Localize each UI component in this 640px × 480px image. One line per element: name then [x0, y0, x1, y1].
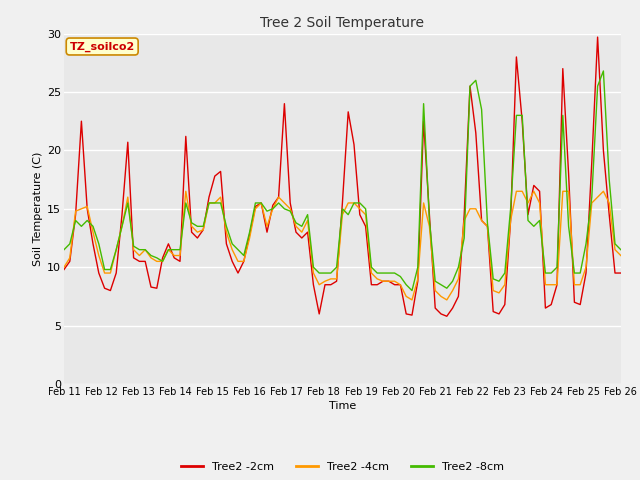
Y-axis label: Soil Temperature (C): Soil Temperature (C) — [33, 152, 43, 266]
X-axis label: Time: Time — [329, 401, 356, 411]
Text: TZ_soilco2: TZ_soilco2 — [70, 41, 135, 52]
Legend: Tree2 -2cm, Tree2 -4cm, Tree2 -8cm: Tree2 -2cm, Tree2 -4cm, Tree2 -8cm — [176, 457, 509, 477]
Title: Tree 2 Soil Temperature: Tree 2 Soil Temperature — [260, 16, 424, 30]
